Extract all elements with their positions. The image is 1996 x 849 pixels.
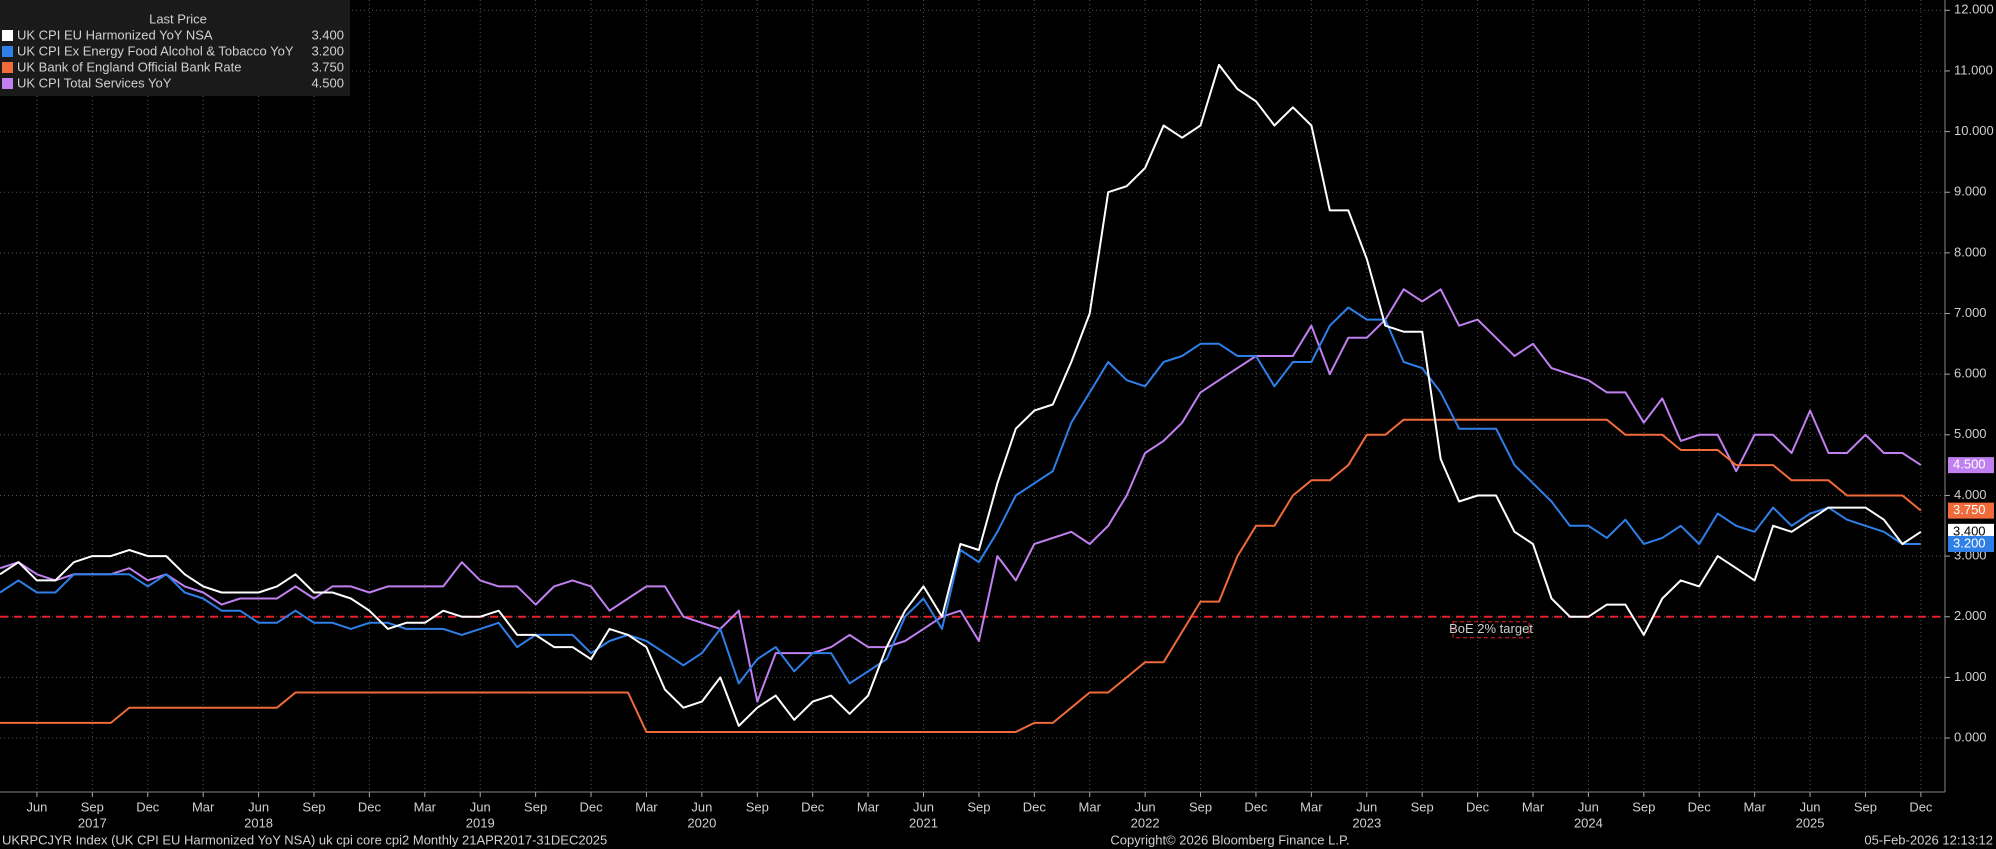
last-value-tag	[1948, 457, 1994, 474]
x-tick-label: Mar	[1079, 799, 1102, 814]
x-tick-label: Jun	[1578, 799, 1599, 814]
x-group-label: 2019	[466, 815, 495, 830]
x-tick-label: Dec	[358, 799, 382, 814]
legend-swatch	[2, 62, 13, 73]
y-tick-label: 1.000	[1954, 669, 1987, 684]
legend-label: UK CPI EU Harmonized YoY NSA	[17, 27, 213, 42]
x-tick-label: Mar	[192, 799, 215, 814]
x-tick-label: Mar	[635, 799, 658, 814]
legend-label: UK CPI Total Services YoY	[17, 75, 172, 90]
x-tick-label: Sep	[524, 799, 547, 814]
x-tick-label: Mar	[1300, 799, 1323, 814]
y-tick-label: 2.000	[1954, 608, 1987, 623]
x-group-label: 2025	[1796, 815, 1825, 830]
x-tick-label: Dec	[1909, 799, 1933, 814]
y-tick-label: 8.000	[1954, 244, 1987, 259]
legend-label: UK Bank of England Official Bank Rate	[17, 59, 242, 74]
legend-label: UK CPI Ex Energy Food Alcohol & Tobacco …	[17, 43, 294, 58]
x-tick-label: Sep	[1411, 799, 1434, 814]
y-tick-label: 5.000	[1954, 426, 1987, 441]
legend-title: Last Price	[149, 11, 207, 26]
series-line	[0, 418, 1922, 733]
x-tick-label: Dec	[579, 799, 603, 814]
y-tick-label: 11.000	[1954, 62, 1993, 77]
x-tick-label: Jun	[913, 799, 934, 814]
legend-value: 4.500	[311, 75, 344, 90]
x-tick-label: Jun	[1135, 799, 1156, 814]
x-tick-label: Sep	[746, 799, 769, 814]
last-value-tag-label: 4.500	[1953, 457, 1986, 472]
footer-source: UKRPCJYR Index (UK CPI EU Harmonized YoY…	[2, 832, 607, 847]
x-tick-label: Sep	[302, 799, 325, 814]
footer-timestamp: 05-Feb-2026 12:13:12	[1864, 832, 1993, 847]
y-tick-label: 7.000	[1954, 305, 1987, 320]
legend-value: 3.400	[311, 27, 344, 42]
footer-copyright: Copyright© 2026 Bloomberg Finance L.P.	[1110, 832, 1349, 847]
x-tick-label: Dec	[136, 799, 160, 814]
x-tick-label: Jun	[26, 799, 47, 814]
y-tick-label: 6.000	[1954, 366, 1987, 381]
y-tick-label: 10.000	[1954, 123, 1994, 138]
x-group-label: 2024	[1574, 815, 1603, 830]
last-value-tag	[1948, 523, 1994, 540]
last-value-tag-label: 3.750	[1953, 502, 1986, 517]
legend-swatch	[2, 78, 13, 89]
x-group-label: 2017	[78, 815, 107, 830]
x-tick-label: Sep	[967, 799, 990, 814]
last-value-tag-label: 3.200	[1953, 535, 1986, 550]
x-tick-label: Sep	[1189, 799, 1212, 814]
legend-value: 3.750	[311, 59, 344, 74]
x-tick-label: Sep	[1854, 799, 1877, 814]
reference-label: BoE 2% target	[1449, 621, 1533, 636]
x-tick-label: Dec	[1023, 799, 1047, 814]
x-tick-label: Dec	[1244, 799, 1268, 814]
x-tick-label: Mar	[857, 799, 880, 814]
x-tick-label: Mar	[1522, 799, 1545, 814]
x-tick-label: Jun	[691, 799, 712, 814]
reference-label-box	[1452, 621, 1530, 639]
x-tick-label: Dec	[1688, 799, 1712, 814]
x-group-label: 2023	[1352, 815, 1381, 830]
x-group-label: 2021	[909, 815, 938, 830]
legend-box	[0, 0, 350, 96]
x-tick-label: Sep	[81, 799, 104, 814]
x-tick-label: Mar	[1743, 799, 1766, 814]
x-tick-label: Dec	[801, 799, 825, 814]
x-group-label: 2022	[1131, 815, 1160, 830]
y-tick-label: 9.000	[1954, 184, 1987, 199]
last-value-tag	[1948, 535, 1994, 552]
x-tick-label: Jun	[248, 799, 269, 814]
x-group-label: 2020	[687, 815, 716, 830]
last-value-tag	[1948, 502, 1994, 519]
series-line	[0, 63, 1922, 727]
x-tick-label: Mar	[414, 799, 437, 814]
series-line	[0, 306, 1921, 685]
x-tick-label: Jun	[1800, 799, 1821, 814]
legend-swatch	[2, 30, 13, 41]
y-tick-label: 0.000	[1954, 729, 1987, 744]
series-line	[0, 288, 1922, 703]
x-group-label: 2018	[244, 815, 273, 830]
last-value-tag-label: 3.400	[1953, 523, 1986, 538]
y-tick-label: 12.000	[1954, 2, 1994, 17]
x-tick-label: Jun	[1356, 799, 1377, 814]
legend-swatch	[2, 46, 13, 57]
x-tick-label: Dec	[1466, 799, 1490, 814]
legend-value: 3.200	[311, 43, 344, 58]
y-tick-label: 4.000	[1954, 487, 1987, 502]
x-tick-label: Jun	[470, 799, 491, 814]
x-tick-label: Sep	[1632, 799, 1655, 814]
